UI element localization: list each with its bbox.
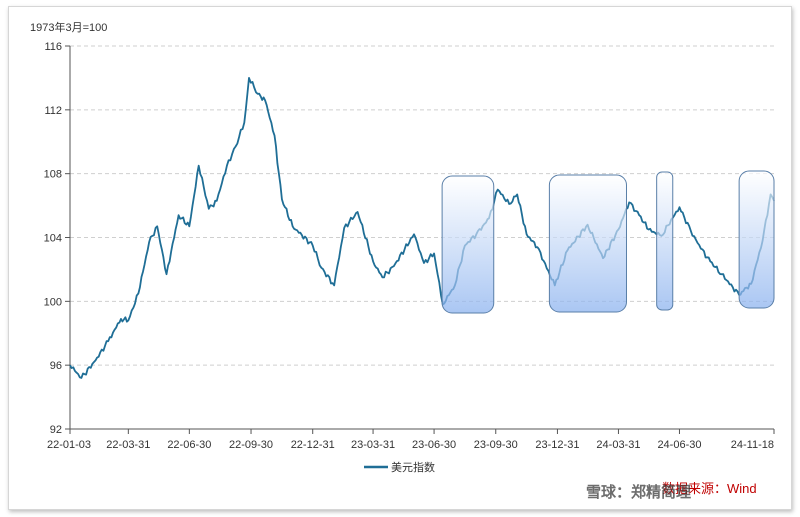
x-tick-label-24-06-30: 24-06-30	[657, 439, 701, 451]
watermark: 雪球：郑精简理	[586, 483, 691, 501]
x-tick-label-22-12-31: 22-12-31	[291, 439, 335, 451]
source-note: 数据来源：Wind	[662, 481, 757, 496]
x-tick-label-24-03-31: 24-03-31	[596, 439, 640, 451]
y-tick-label-108: 108	[44, 169, 62, 181]
x-tick-label-22-09-30: 22-09-30	[229, 439, 273, 451]
x-tick-labels: 22-01-03 22-03-31 22-06-30 22-09-30 22-12-31…	[47, 429, 775, 451]
y-tick-label-104: 104	[44, 233, 62, 245]
legend: 美元指数	[364, 460, 435, 474]
y-tick-labels: 92 96 100 104 108 112 116	[44, 41, 70, 436]
highlight-box-3	[656, 171, 674, 311]
gridlines	[70, 45, 774, 366]
unit-label: 1973年3月=100	[30, 20, 107, 34]
x-tick-label-23-12-31: 23-12-31	[535, 439, 579, 451]
highlight-box-1	[441, 175, 495, 314]
legend-label: 美元指数	[391, 460, 435, 474]
y-tick-label-112: 112	[44, 105, 62, 117]
highlight-box-4	[738, 170, 775, 309]
x-tick-label-22-06-30: 22-06-30	[167, 439, 211, 451]
y-tick-label-96: 96	[50, 360, 62, 372]
x-tick-label-23-03-31: 23-03-31	[351, 439, 395, 451]
series-layer	[69, 77, 775, 379]
x-tick-label-22-01-03: 22-01-03	[47, 439, 91, 451]
x-tick-label-23-09-30: 23-09-30	[474, 439, 518, 451]
x-tick-label-23-06-30: 23-06-30	[412, 439, 456, 451]
y-tick-label-100: 100	[44, 296, 62, 308]
highlight-box-2	[548, 174, 627, 313]
highlight-boxes	[441, 170, 775, 314]
x-tick-label-22-03-31: 22-03-31	[106, 439, 150, 451]
series-line-usd-index	[69, 77, 775, 379]
y-tick-label-116: 116	[44, 41, 62, 53]
x-tick-label-24-11-18: 24-11-18	[731, 439, 774, 451]
y-tick-label-92: 92	[50, 424, 62, 436]
